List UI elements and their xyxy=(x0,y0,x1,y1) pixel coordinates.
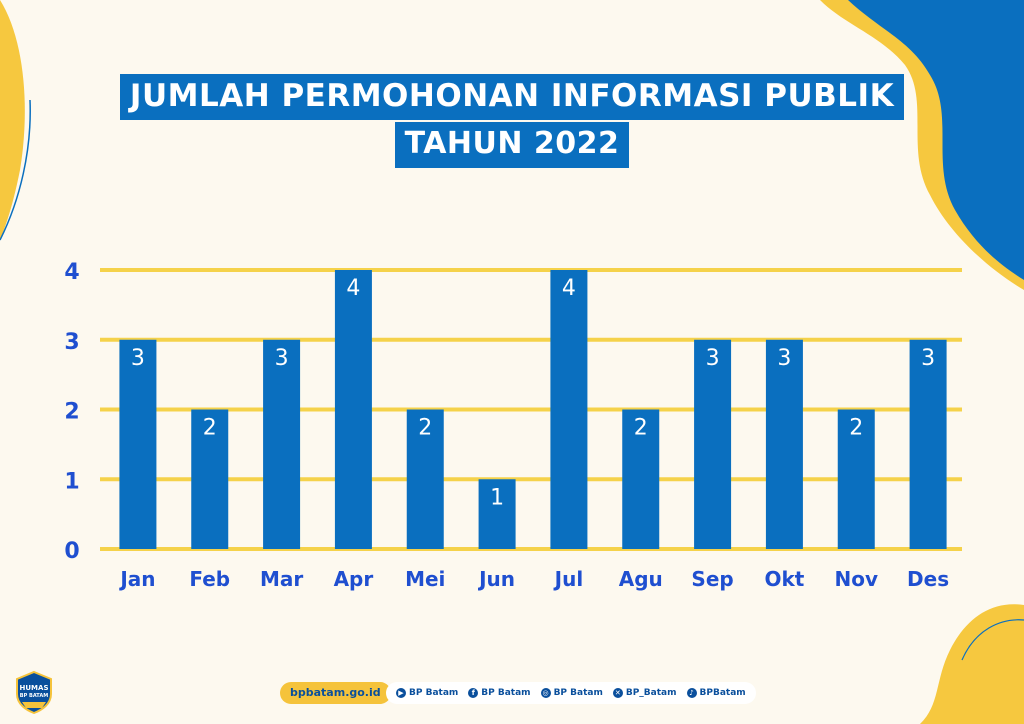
bar xyxy=(622,409,660,549)
social-links: ▶ BP Batam f BP Batam ◎ BP Batam ✕ BP_Batam … xyxy=(386,682,756,704)
data-label: 2 xyxy=(634,416,648,441)
data-label: 2 xyxy=(849,416,863,441)
bar xyxy=(334,270,372,549)
bar xyxy=(478,479,516,549)
bar xyxy=(765,339,803,549)
x-tick-label: Feb xyxy=(189,567,230,591)
x-tick-label: Jul xyxy=(553,567,584,591)
x-icon: ✕ xyxy=(612,688,623,698)
x-tick-label: Des xyxy=(907,567,949,591)
data-label: 2 xyxy=(418,416,432,441)
bar xyxy=(191,409,229,549)
logo-line-2: BP BATAM xyxy=(19,693,49,699)
data-label: 1 xyxy=(490,485,504,510)
x-tick-label: Nov xyxy=(834,567,878,591)
bar xyxy=(837,409,875,549)
y-tick-label: 0 xyxy=(64,539,79,564)
social-label: BP_Batam xyxy=(625,688,677,698)
y-tick-label: 3 xyxy=(64,330,79,355)
y-tick-label: 4 xyxy=(64,260,79,285)
x-tick-label: Mar xyxy=(260,567,303,591)
x-tick-label: Mei xyxy=(405,567,445,591)
logo-line-1: HUMAS xyxy=(19,684,49,692)
social-label: BP Batam xyxy=(481,688,531,698)
x-tick-label: Sep xyxy=(691,567,733,591)
x-tick-label: Jan xyxy=(118,567,155,591)
data-label: 3 xyxy=(921,346,935,371)
data-label: 3 xyxy=(275,346,289,371)
y-tick-label: 2 xyxy=(64,400,79,425)
website-link[interactable]: bpbatam.go.id xyxy=(280,682,391,704)
footer: bpbatam.go.id ▶ BP Batam f BP Batam ◎ BP Ba… xyxy=(0,682,1024,706)
facebook-icon: f xyxy=(468,688,479,698)
bar xyxy=(263,339,301,549)
x-tick-label: Agu xyxy=(619,567,663,591)
social-label: BPBatam xyxy=(699,688,746,698)
social-x[interactable]: ✕ BP_Batam xyxy=(612,688,677,698)
social-facebook[interactable]: f BP Batam xyxy=(468,688,531,698)
data-label: 4 xyxy=(562,276,576,301)
bar xyxy=(119,339,157,549)
data-label: 3 xyxy=(706,346,720,371)
instagram-icon: ◎ xyxy=(540,688,551,698)
bar xyxy=(694,339,732,549)
chart-title: JUMLAH PERMOHONAN INFORMASI PUBLIK TAHUN… xyxy=(0,74,1024,168)
title-line-1: JUMLAH PERMOHONAN INFORMASI PUBLIK xyxy=(119,74,905,120)
bar xyxy=(550,270,588,549)
data-label: 2 xyxy=(203,416,217,441)
humas-logo: HUMAS BP BATAM xyxy=(14,670,54,715)
social-youtube[interactable]: ▶ BP Batam xyxy=(396,688,458,698)
social-instagram[interactable]: ◎ BP Batam xyxy=(540,688,603,698)
title-line-2: TAHUN 2022 xyxy=(394,122,630,168)
data-label: 4 xyxy=(346,276,360,301)
shield-icon xyxy=(16,670,52,715)
bar xyxy=(909,339,947,549)
social-label: BP Batam xyxy=(409,688,459,698)
x-tick-label: Jun xyxy=(477,567,515,591)
data-label: 3 xyxy=(131,346,145,371)
bar xyxy=(406,409,444,549)
social-label: BP Batam xyxy=(553,688,603,698)
y-tick-label: 1 xyxy=(64,469,79,494)
x-tick-label: Okt xyxy=(764,567,804,591)
social-tiktok[interactable]: ♪ BPBatam xyxy=(686,688,746,698)
x-tick-label: Apr xyxy=(334,567,374,591)
youtube-icon: ▶ xyxy=(396,688,406,698)
data-label: 3 xyxy=(777,346,791,371)
tiktok-icon: ♪ xyxy=(686,688,697,698)
